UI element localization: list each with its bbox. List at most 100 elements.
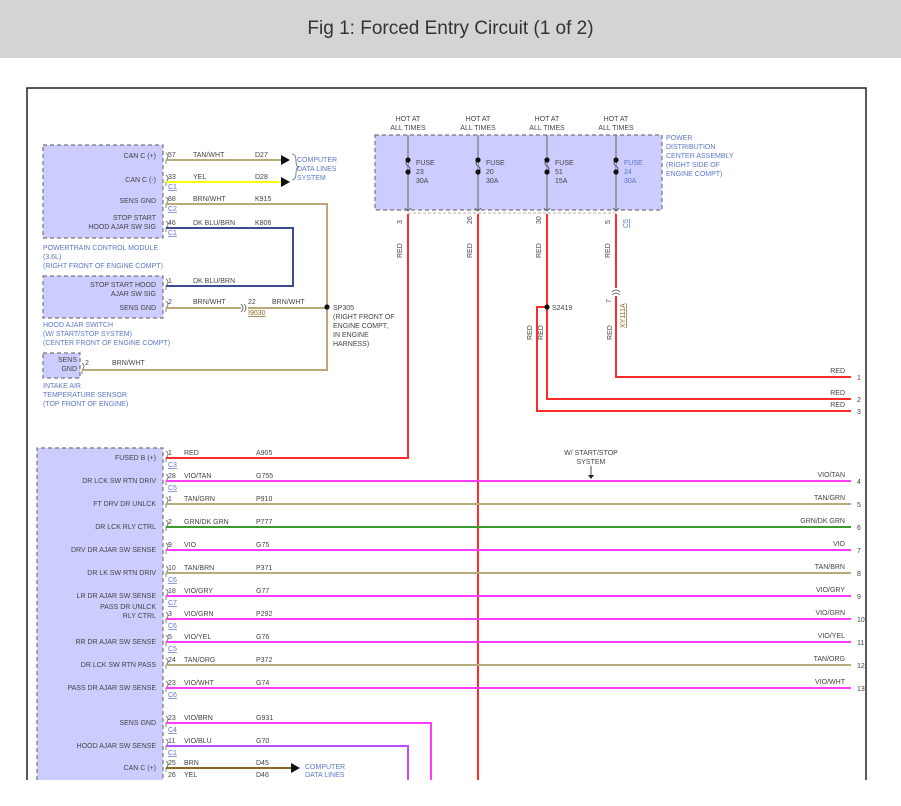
terminal-arrow — [543, 207, 551, 212]
module-name: POWER — [666, 135, 692, 142]
module-name: (W/ START/STOP SYSTEM) — [43, 331, 132, 338]
fuse-label: FUSE — [416, 160, 435, 167]
pin-number: 46 — [168, 220, 176, 227]
connector-id: C4 — [168, 727, 177, 734]
circuit-id: K806 — [255, 220, 271, 227]
pin-number: 25 — [168, 760, 176, 767]
module-name: HOOD AJAR SWITCH — [43, 322, 113, 329]
pin-label: HOOD AJAR SW SIG — [88, 224, 156, 231]
wire-color-label: VIO/WHT — [815, 679, 846, 686]
pin-label: DR LCK SW RTN DRIV — [82, 478, 156, 485]
inline-connector — [611, 289, 621, 296]
module-name: DISTRIBUTION — [666, 144, 715, 151]
figure-title: Fig 1: Forced Entry Circuit (1 of 2) — [307, 18, 594, 39]
connector-id: C3 — [168, 462, 177, 469]
terminal-arrow — [404, 207, 412, 212]
continuation-number: 1 — [857, 375, 861, 382]
splice-s2419 — [544, 304, 550, 310]
fuse-label: 30A — [416, 178, 429, 185]
start-stop-note: SYSTEM — [577, 459, 606, 466]
wire-color-label: TAN/BRN — [184, 565, 214, 572]
wire-color-label: VIO/YEL — [818, 633, 845, 640]
connector-id: I9030 — [248, 310, 266, 317]
module-name: POWERTRAIN CONTROL MODULE — [43, 245, 158, 252]
connector-id: C1 — [168, 750, 177, 757]
wire-color-label: RED — [607, 325, 614, 340]
wire-color-label: TAN/GRN — [814, 495, 845, 502]
wire-g70 — [166, 745, 409, 780]
wire-color-label: RED — [605, 243, 612, 258]
wire-color-label: RED — [830, 368, 845, 375]
fuse-label: 20 — [486, 169, 494, 176]
pin-label: DRV DR AJAR SW SENSE — [71, 547, 156, 554]
wire-color-label: RED — [830, 390, 845, 397]
continuation-number: 7 — [857, 548, 861, 555]
pin-label: RR DR AJAR SW SENSE — [75, 639, 156, 646]
pin-number: 30 — [536, 216, 543, 224]
bracket — [291, 153, 300, 181]
fuse-terminal — [613, 169, 619, 175]
circuit-id: G75 — [256, 542, 269, 549]
continuation-number: 13 — [857, 686, 865, 693]
wire-color-label: VIO/TAN — [818, 472, 845, 479]
connector-id: C6 — [168, 577, 177, 584]
computer-data-lines-label: DATA LINES — [297, 166, 337, 173]
wire-color-label: RED — [536, 243, 543, 258]
module-name: INTAKE AIR — [43, 383, 81, 390]
circuit-id: D28 — [255, 174, 268, 181]
wire-color-label: VIO/YEL — [184, 634, 211, 641]
wire-color-label: GRN/DK GRN — [800, 518, 845, 525]
body-control-module — [36, 447, 164, 780]
wire-color-label: YEL — [193, 174, 206, 181]
wire-color-label: DK BLU/BRN — [193, 278, 235, 285]
arrow-icon — [588, 475, 594, 479]
fuse-terminal — [405, 157, 411, 163]
pin-number: 2 — [168, 299, 172, 306]
wire-fused-b — [166, 214, 409, 459]
fuse-label: 30A — [486, 178, 499, 185]
pin-number: 28 — [168, 473, 176, 480]
splice-description: ENGINE COMPT, — [333, 323, 388, 330]
pin-label: STOP START HOOD — [90, 282, 156, 289]
circuit-id: P372 — [256, 657, 272, 664]
splice-description: HARNESS) — [333, 341, 369, 348]
pin-number: 5 — [168, 634, 172, 641]
wire-color-label: BRN/WHT — [272, 299, 305, 306]
circuit-id: G76 — [256, 634, 269, 641]
wire-color-label: RED — [527, 325, 534, 340]
circuit-id: P910 — [256, 496, 272, 503]
module-name: (RIGHT FRONT OF ENGINE COMPT) — [43, 263, 163, 270]
pin-label: SENS — [58, 357, 77, 364]
pin-number: 2 — [85, 360, 89, 367]
module-name: (CENTER FRONT OF ENGINE COMPT) — [43, 340, 170, 347]
pin-number: 23 — [168, 680, 176, 687]
hot-at-all-times-label: ALL TIMES — [529, 125, 565, 132]
pin-number: 3 — [397, 220, 404, 224]
connector-id: C1 — [168, 230, 177, 237]
circuit-id: G70 — [256, 738, 269, 745]
hot-at-all-times-label: HOT AT — [604, 116, 629, 123]
connector-id: C5 — [168, 485, 177, 492]
wire-color-label: BRN — [184, 760, 199, 767]
continuation-number: 6 — [857, 525, 861, 532]
powertrain-control-module — [42, 144, 164, 239]
wire-color-label: VIO/BRN — [184, 715, 213, 722]
wire-color-label: TAN/WHT — [193, 152, 225, 159]
pin-number: 3 — [168, 611, 172, 618]
arrow-icon — [291, 763, 300, 773]
continuation-number: 8 — [857, 571, 861, 578]
continuation-number: 2 — [857, 397, 861, 404]
wire-iat-sens-gnd — [82, 307, 328, 371]
fuse-terminal — [544, 157, 550, 163]
wire-red-1 — [615, 296, 851, 378]
pin-number: 1 — [168, 496, 172, 503]
diagram-frame — [26, 87, 867, 780]
pin-number: 1 — [168, 278, 172, 285]
continuation-number: 9 — [857, 594, 861, 601]
pin-label: RLY CTRL — [123, 613, 156, 620]
wire-red-2 — [546, 214, 851, 400]
splice-description: (RIGHT FRONT OF — [333, 314, 395, 321]
connector-bracket — [165, 450, 169, 462]
fuse-terminal — [475, 169, 481, 175]
